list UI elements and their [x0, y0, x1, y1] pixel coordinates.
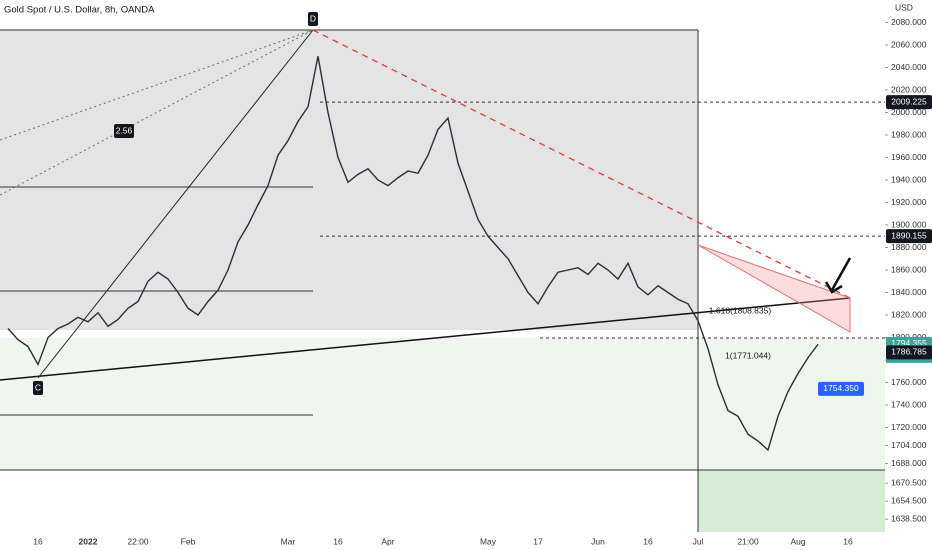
- y-tick-label: 2040.000: [891, 62, 927, 72]
- y-tick-label: 1860.000: [891, 264, 927, 274]
- y-tick-label: 1720.000: [891, 422, 927, 432]
- x-tick-label: 17: [533, 536, 543, 546]
- price-tag-label: 1786.785: [891, 347, 927, 357]
- price-axis: [885, 0, 932, 550]
- y-tick-label: 2020.000: [891, 84, 927, 94]
- x-tick-label: 16: [843, 536, 853, 546]
- price-tag: [886, 345, 932, 360]
- chart-title: Gold Spot / U.S. Dollar, 8h, OANDA: [4, 5, 155, 16]
- annotation: 1(1771.044): [725, 350, 771, 360]
- y-tick-label: 1638.500: [891, 513, 927, 523]
- x-tick-label: Mar: [281, 536, 296, 546]
- y-axis-label: USD: [895, 2, 913, 12]
- price-tag: [886, 229, 932, 244]
- price-tag-label: 1794.355: [891, 338, 927, 348]
- x-tick-label: 16: [643, 536, 653, 546]
- annotation-box: [114, 124, 134, 138]
- x-tick-label: 21:00: [737, 536, 759, 546]
- annotation: C: [35, 382, 41, 392]
- x-tick-label: 22:00: [127, 536, 149, 546]
- annotation: D: [310, 13, 316, 23]
- y-tick-label: 1704.000: [891, 440, 927, 450]
- x-tick-label: Aug: [790, 536, 805, 546]
- y-tick-label: 1940.000: [891, 174, 927, 184]
- y-tick-label: 1900.000: [891, 219, 927, 229]
- annotation: 1.618(1808.835): [709, 305, 772, 315]
- y-tick-label: 1920.000: [891, 197, 927, 207]
- price-tag-label: 1754.350: [823, 383, 859, 393]
- annotation: 2.56: [116, 125, 133, 135]
- trend-line: [0, 297, 851, 381]
- price-line: [7, 56, 819, 452]
- y-tick-label: 1670.500: [891, 477, 927, 487]
- annotation-box: [308, 12, 318, 26]
- x-tick-label: 16: [333, 536, 343, 546]
- x-tick-label: Apr: [381, 536, 394, 546]
- y-tick-label: 1760.000: [891, 377, 927, 387]
- x-tick-label: 2022: [79, 536, 98, 546]
- price-tag-label: 1890.155: [891, 230, 927, 240]
- arrow: [824, 257, 852, 294]
- price-tag-label: 2009.225: [891, 96, 927, 106]
- triangle-zone: [697, 244, 851, 333]
- y-tick-label: 1840.000: [891, 287, 927, 297]
- x-tick-label: 16: [33, 536, 43, 546]
- y-tick-label: 1820.000: [891, 309, 927, 319]
- y-tick-label: 1740.000: [891, 399, 927, 409]
- x-tick-label: Feb: [181, 536, 196, 546]
- price-tag: [818, 381, 864, 396]
- y-tick-label: 1654.500: [891, 495, 927, 505]
- fib-line: [0, 29, 314, 141]
- annotation-box: [33, 381, 43, 395]
- y-tick-label: 1880.000: [891, 242, 927, 252]
- x-tick-label: May: [480, 536, 497, 546]
- x-tick-label: Jul: [693, 536, 704, 546]
- y-tick-label: 1800.000: [891, 332, 927, 342]
- price-tag: [886, 95, 932, 110]
- target-zone-dark: [698, 470, 885, 532]
- y-tick-label: 2060.000: [891, 39, 927, 49]
- range-box: [0, 30, 698, 330]
- fib-line: [0, 29, 314, 196]
- target-zone: [0, 338, 885, 470]
- y-tick-label: 2080.000: [891, 17, 927, 27]
- y-tick-label: 1688.000: [891, 458, 927, 468]
- resistance-line: [312, 29, 851, 299]
- y-tick-label: 2000.000: [891, 107, 927, 117]
- y-tick-label: 1980.000: [891, 129, 927, 139]
- y-tick-label: 1960.000: [891, 152, 927, 162]
- x-tick-label: Jun: [591, 536, 605, 546]
